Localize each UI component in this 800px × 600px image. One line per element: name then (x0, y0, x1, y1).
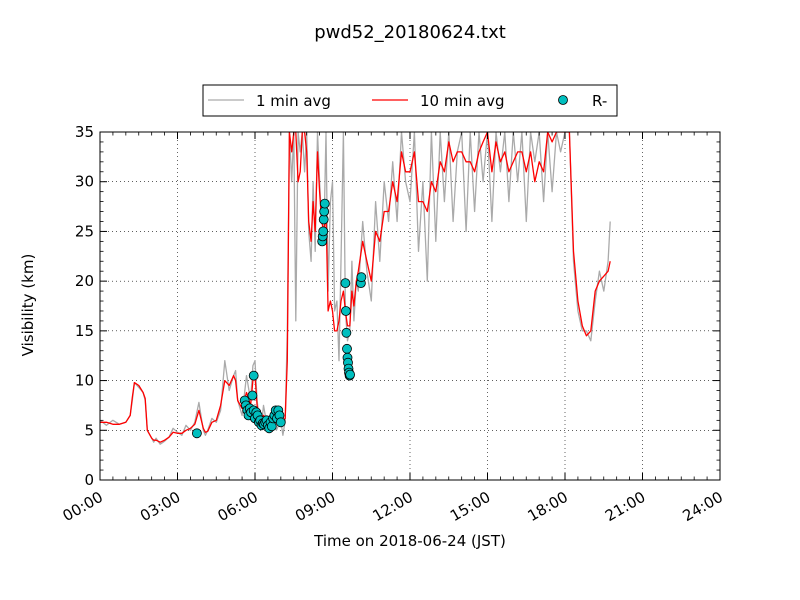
y-tick-label: 5 (84, 421, 94, 439)
y-tick-label: 15 (75, 322, 94, 340)
legend-label-rain: R- (592, 92, 607, 110)
x-tick-label: 12:00 (370, 488, 416, 525)
rain-marker (318, 226, 329, 237)
rain-marker (340, 278, 351, 289)
rain-marker (275, 417, 286, 428)
series-line-ten-min (100, 132, 611, 443)
rain-marker (319, 198, 330, 209)
grid (100, 132, 720, 480)
legend-box (202, 84, 618, 117)
series-line-one-min (100, 132, 611, 445)
legend-label-ten-min: 10 min avg (420, 92, 505, 110)
x-tick-label: 21:00 (602, 488, 648, 525)
chart-title: pwd52_20180624.txt (314, 22, 506, 43)
legend: 1 min avg 10 min avg R- (202, 84, 618, 117)
y-tick-label: 0 (84, 471, 94, 489)
x-tick-label: 03:00 (137, 488, 183, 525)
x-tick-label: 15:00 (447, 488, 493, 525)
y-tick-label: 25 (75, 222, 94, 240)
rain-marker (191, 428, 202, 439)
rain-marker (266, 421, 277, 432)
x-tick-label: 06:00 (215, 488, 261, 525)
x-tick-label: 18:00 (525, 488, 571, 525)
rain-marker (345, 369, 356, 380)
ticks (99, 131, 721, 481)
plot-area (99, 131, 721, 481)
y-tick-label: 35 (75, 123, 94, 141)
rain-marker (342, 343, 352, 354)
y-tick-label: 10 (75, 372, 94, 390)
y-tick-label: 30 (75, 173, 94, 191)
x-tick-label: 09:00 (292, 488, 338, 525)
series-layer (100, 132, 611, 445)
plot-background (100, 132, 720, 480)
rain-marker (341, 327, 352, 338)
rain-marker (247, 390, 258, 401)
rain-marker (248, 370, 259, 381)
rain-marker (356, 272, 367, 283)
x-tick-label: 00:00 (60, 488, 106, 525)
marker-layer (191, 198, 367, 439)
y-tick-label: 20 (75, 272, 94, 290)
legend-label-one-min: 1 min avg (256, 92, 331, 110)
x-tick-label: 24:00 (680, 488, 726, 525)
rain-marker (340, 306, 351, 316)
legend-marker-rain (558, 95, 568, 105)
y-axis-label: Visibility (km) (19, 254, 37, 357)
x-axis-label: Time on 2018-06-24 (JST) (313, 532, 506, 550)
